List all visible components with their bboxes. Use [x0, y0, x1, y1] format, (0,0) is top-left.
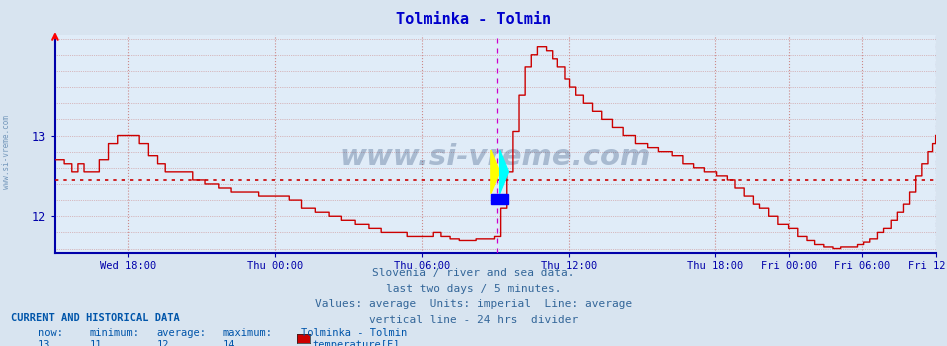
Text: maximum:: maximum: [223, 328, 273, 338]
Text: CURRENT AND HISTORICAL DATA: CURRENT AND HISTORICAL DATA [11, 313, 180, 323]
Text: now:: now: [38, 328, 63, 338]
Text: Values: average  Units: imperial  Line: average: Values: average Units: imperial Line: av… [314, 299, 633, 309]
Text: 12: 12 [156, 340, 169, 346]
Text: Slovenia / river and sea data.: Slovenia / river and sea data. [372, 268, 575, 278]
Text: 13: 13 [38, 340, 50, 346]
Polygon shape [491, 194, 509, 204]
Text: temperature[F]: temperature[F] [313, 340, 400, 346]
Polygon shape [491, 150, 500, 194]
Text: Tolminka - Tolmin: Tolminka - Tolmin [301, 328, 407, 338]
Text: www.si-vreme.com: www.si-vreme.com [340, 143, 651, 171]
Text: Tolminka - Tolmin: Tolminka - Tolmin [396, 12, 551, 27]
Polygon shape [500, 150, 509, 194]
Text: 14: 14 [223, 340, 235, 346]
Text: vertical line - 24 hrs  divider: vertical line - 24 hrs divider [369, 315, 578, 325]
Text: minimum:: minimum: [90, 328, 140, 338]
Text: www.si-vreme.com: www.si-vreme.com [2, 115, 11, 189]
Text: average:: average: [156, 328, 206, 338]
Text: 11: 11 [90, 340, 102, 346]
Text: last two days / 5 minutes.: last two days / 5 minutes. [385, 284, 562, 294]
